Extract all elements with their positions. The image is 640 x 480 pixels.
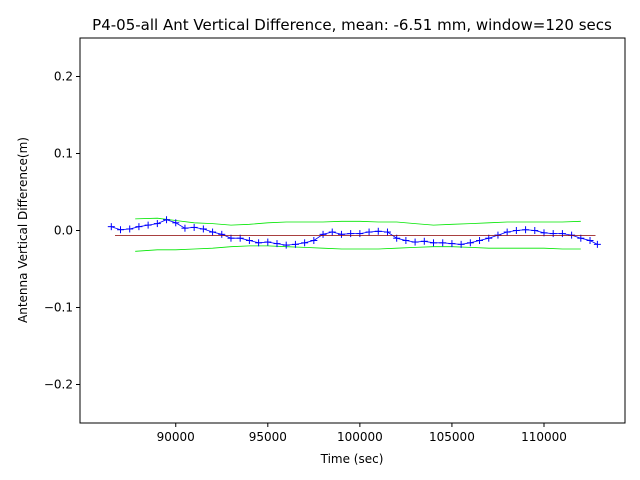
- data-point: [319, 230, 327, 238]
- data-point: [163, 216, 171, 224]
- data-point: [439, 239, 447, 247]
- data-point: [383, 228, 391, 236]
- x-axis: 90000 95000 100000 105000 110000: [157, 423, 567, 444]
- y-tick-label: −0.2: [44, 378, 73, 392]
- y-tick-label: 0.1: [54, 147, 73, 161]
- data-point: [273, 240, 281, 248]
- data-point: [356, 230, 364, 238]
- data-point: [586, 237, 594, 245]
- data-point: [117, 226, 125, 234]
- data-point: [218, 230, 226, 238]
- data-point: [107, 223, 115, 231]
- data-point: [365, 228, 373, 236]
- data-point: [245, 237, 253, 245]
- data-point: [264, 238, 272, 246]
- data-point: [593, 240, 601, 248]
- data-point: [402, 237, 410, 245]
- data-point: [466, 239, 474, 247]
- data-point: [420, 237, 428, 245]
- data-point: [153, 220, 161, 228]
- data-point: [199, 225, 207, 233]
- data-point: [328, 228, 336, 236]
- data-point: [337, 230, 345, 238]
- data-point: [144, 221, 152, 229]
- y-axis: −0.2 −0.1 0.0 0.1 0.2: [44, 70, 80, 392]
- data-point: [126, 225, 134, 233]
- data-point: [457, 240, 465, 248]
- data-point: [181, 224, 189, 232]
- data-point: [172, 219, 180, 227]
- data-point: [476, 237, 484, 245]
- y-tick-label: −0.1: [44, 301, 73, 315]
- x-tick-label: 105000: [429, 430, 475, 444]
- data-point: [531, 227, 539, 234]
- x-axis-label: Time (sec): [320, 452, 384, 466]
- data-point: [190, 223, 198, 231]
- data-point: [549, 230, 557, 238]
- x-tick-label: 100000: [337, 430, 383, 444]
- data-point: [558, 230, 566, 238]
- data-point: [374, 227, 382, 235]
- data-point: [503, 228, 511, 236]
- data-point: [448, 240, 456, 248]
- y-tick-label: 0.0: [54, 224, 73, 238]
- data-point: [347, 230, 355, 238]
- data-point: [512, 227, 520, 234]
- chart-title: P4-05-all Ant Vertical Difference, mean:…: [92, 16, 612, 34]
- data-point: [209, 228, 217, 236]
- x-tick-label: 90000: [157, 430, 195, 444]
- data-point: [135, 223, 143, 231]
- x-tick-label: 95000: [249, 430, 287, 444]
- upper-band-line: [135, 217, 581, 226]
- y-tick-label: 0.2: [54, 70, 73, 84]
- data-point: [255, 239, 263, 247]
- series-layer: [107, 216, 601, 252]
- data-point: [301, 239, 309, 247]
- data-point: [522, 226, 530, 234]
- data-point: [282, 241, 290, 249]
- lower-band-line: [135, 245, 581, 252]
- data-point: [430, 239, 438, 247]
- data-point: [310, 237, 318, 245]
- data-point: [291, 240, 299, 248]
- y-axis-label: Antenna Vertical Difference(m): [16, 137, 30, 323]
- data-point: [411, 238, 419, 246]
- x-tick-label: 110000: [521, 430, 567, 444]
